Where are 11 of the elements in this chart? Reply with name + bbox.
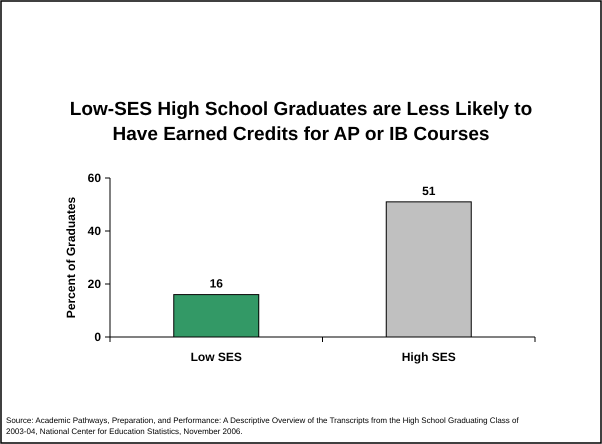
data-label: 16 xyxy=(210,276,224,291)
y-tick-label: 40 xyxy=(88,224,102,238)
y-tick-label: 0 xyxy=(94,330,102,344)
y-axis-title: Percent of Graduates xyxy=(64,196,78,318)
x-tick-label: Low SES xyxy=(190,350,242,364)
x-tick-label: High SES xyxy=(402,350,456,364)
y-tick-label: 20 xyxy=(88,277,102,292)
data-label: 51 xyxy=(422,184,436,198)
y-tick-label: 60 xyxy=(88,171,102,186)
source-note: Source: Academic Pathways, Preparation, and Performance: A Descriptive Overview of the Transcripts from the High School Graduating Class of 2003-04, National Center for Education Statistics, November 2006. xyxy=(6,416,520,436)
chart-title: Low-SES High School Graduates are Less Likely to Have Earned Credits for AP or IB Courses xyxy=(70,99,532,145)
